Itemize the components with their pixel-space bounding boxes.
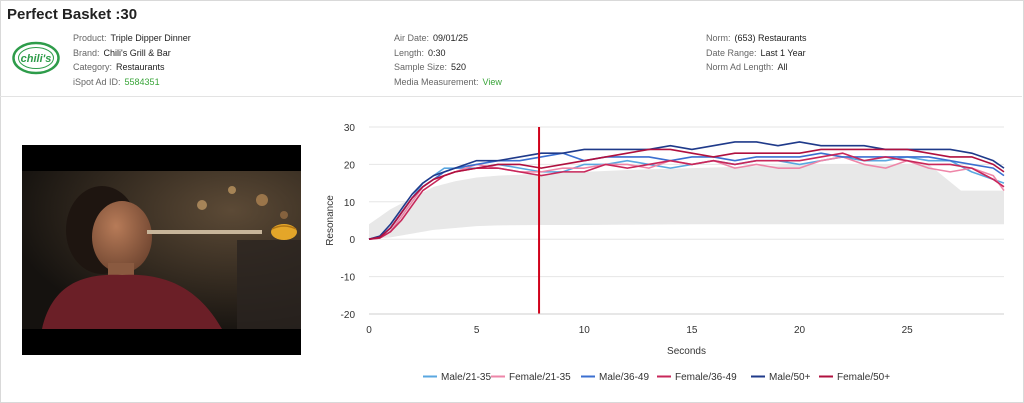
- legend-item[interactable]: Female/36-49: [657, 372, 737, 383]
- logo-wordmark: chili's: [21, 53, 52, 65]
- norm-band-area: [369, 164, 1004, 240]
- detail-label: Media Measurement:: [394, 76, 479, 87]
- y-tick-label: 10: [344, 198, 356, 209]
- header-divider: [0, 96, 1022, 97]
- legend-item[interactable]: Male/21-35: [423, 372, 491, 383]
- chilis-logo[interactable]: chili's: [12, 41, 60, 75]
- legend-item[interactable]: Female/50+: [819, 372, 890, 383]
- detail-value: Last 1 Year: [760, 47, 806, 58]
- legend-item[interactable]: Male/36-49: [581, 372, 649, 383]
- detail-row: Air Date: 09/01/25: [394, 31, 502, 46]
- chart-legend: Male/21-35 Female/21-35 Male/36-49 Female/3…: [423, 372, 890, 383]
- detail-link[interactable]: 5584351: [124, 76, 160, 87]
- legend-label: Female/50+: [837, 372, 890, 383]
- detail-row: Norm: (653) Restaurants: [706, 31, 807, 46]
- chart-axes: -20 -10 0 10 20 30 0 5 10 15 20 25 Seconds Resonance: [325, 123, 1004, 357]
- detail-value: Triple Dipper Dinner: [110, 33, 191, 43]
- video-thumbnail[interactable]: [22, 145, 301, 355]
- y-tick-label: -20: [341, 310, 356, 321]
- detail-label: Product:: [73, 33, 107, 43]
- detail-row: Norm Ad Length: All: [706, 60, 807, 75]
- detail-label: Norm Ad Length:: [706, 62, 774, 72]
- ad-title: Perfect Basket :30: [7, 6, 138, 23]
- details-column-2: Air Date: 09/01/25 Length: 0:30 Sample Size:…: [394, 31, 502, 89]
- x-tick-label: 0: [366, 325, 372, 336]
- detail-label: Brand:: [73, 47, 100, 58]
- detail-row: Media Measurement: View: [394, 75, 502, 90]
- detail-value: 0:30: [428, 47, 446, 58]
- detail-label: Date Range:: [706, 47, 757, 58]
- legend-item[interactable]: Male/50+: [751, 372, 811, 383]
- x-tick-label: 25: [902, 325, 914, 336]
- series-line: [368, 148, 1005, 240]
- series-line: [368, 152, 1005, 240]
- detail-label: Sample Size:: [394, 62, 448, 72]
- x-tick-label: 10: [579, 325, 591, 336]
- detail-row: Date Range: Last 1 Year: [706, 46, 807, 61]
- detail-row: iSpot Ad ID: 5584351: [73, 75, 191, 90]
- detail-row: Product: Triple Dipper Dinner: [73, 31, 191, 46]
- detail-value: 09/01/25: [433, 33, 469, 43]
- y-tick-label: 0: [349, 235, 355, 246]
- x-tick-label: 15: [686, 325, 698, 336]
- legend-label: Female/21-35: [509, 372, 571, 383]
- detail-row: Brand: Chili's Grill & Bar: [73, 46, 191, 61]
- detail-row: Length: 0:30: [394, 46, 502, 61]
- detail-link[interactable]: View: [482, 76, 502, 87]
- detail-value: (653) Restaurants: [734, 33, 807, 43]
- details-column-1: Product: Triple Dipper Dinner Brand: Chili'…: [73, 31, 191, 89]
- legend-label: Male/50+: [769, 372, 811, 383]
- detail-label: iSpot Ad ID:: [73, 76, 121, 87]
- y-tick-label: 20: [344, 160, 356, 171]
- detail-value: All: [777, 62, 788, 72]
- detail-label: Category:: [73, 62, 113, 72]
- legend-label: Male/36-49: [599, 372, 649, 383]
- x-axis-title: Seconds: [667, 346, 706, 357]
- y-tick-label: -10: [341, 273, 356, 284]
- norm-band: [369, 164, 1004, 240]
- detail-value: Restaurants: [116, 62, 165, 72]
- legend-label: Female/36-49: [675, 372, 737, 383]
- details-column-3: Norm: (653) Restaurants Date Range: Last 1 …: [706, 31, 807, 75]
- y-axis-title: Resonance: [325, 195, 336, 246]
- video-frame: [22, 145, 301, 355]
- series-lines: [368, 141, 1005, 240]
- detail-row: Sample Size: 520: [394, 60, 502, 75]
- x-tick-label: 5: [474, 325, 480, 336]
- detail-row: Category: Restaurants: [73, 60, 191, 75]
- x-tick-label: 20: [794, 325, 806, 336]
- detail-label: Length:: [394, 47, 425, 58]
- legend-label: Male/21-35: [441, 372, 491, 383]
- detail-value: 520: [451, 62, 467, 72]
- detail-label: Air Date:: [394, 33, 430, 43]
- detail-label: Norm:: [706, 33, 731, 43]
- legend-item[interactable]: Female/21-35: [491, 372, 571, 383]
- detail-value: Chili's Grill & Bar: [103, 47, 171, 58]
- y-tick-label: 30: [344, 123, 356, 134]
